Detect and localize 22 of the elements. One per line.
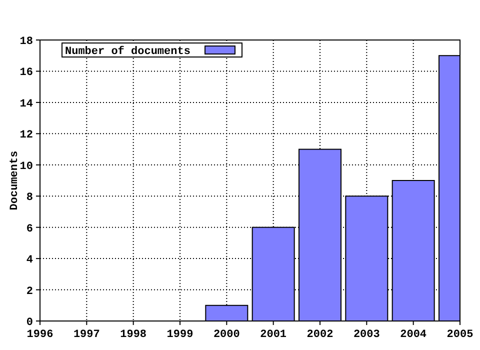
x-tick-label: 1997 <box>73 329 100 341</box>
y-axis-title: Documents <box>9 150 21 210</box>
x-tick-label: 1999 <box>166 329 194 341</box>
x-tick-label: 2001 <box>260 329 287 341</box>
y-tick-label: 6 <box>26 223 33 236</box>
legend-label: Number of documents <box>65 45 190 58</box>
y-tick-label: 0 <box>26 317 33 329</box>
x-tick-label: 2002 <box>306 329 334 341</box>
x-tick-label: 2004 <box>400 329 427 341</box>
y-tick-label: 8 <box>26 192 34 204</box>
x-tick-label: 2003 <box>353 329 380 341</box>
y-tick-label: 14 <box>20 98 34 110</box>
y-tick-label: 12 <box>20 130 33 142</box>
y-tick-label: 10 <box>20 160 33 173</box>
y-tick-label: 4 <box>26 254 34 267</box>
x-tick-label: 2005 <box>446 329 474 341</box>
x-tick-label: 1996 <box>26 329 54 341</box>
x-tick-label: 2000 <box>213 329 240 341</box>
y-tick-label: 16 <box>20 67 33 80</box>
y-tick-label: 18 <box>20 36 34 48</box>
x-tick-label: 1998 <box>120 329 147 341</box>
y-tick-label: 2 <box>26 286 33 298</box>
